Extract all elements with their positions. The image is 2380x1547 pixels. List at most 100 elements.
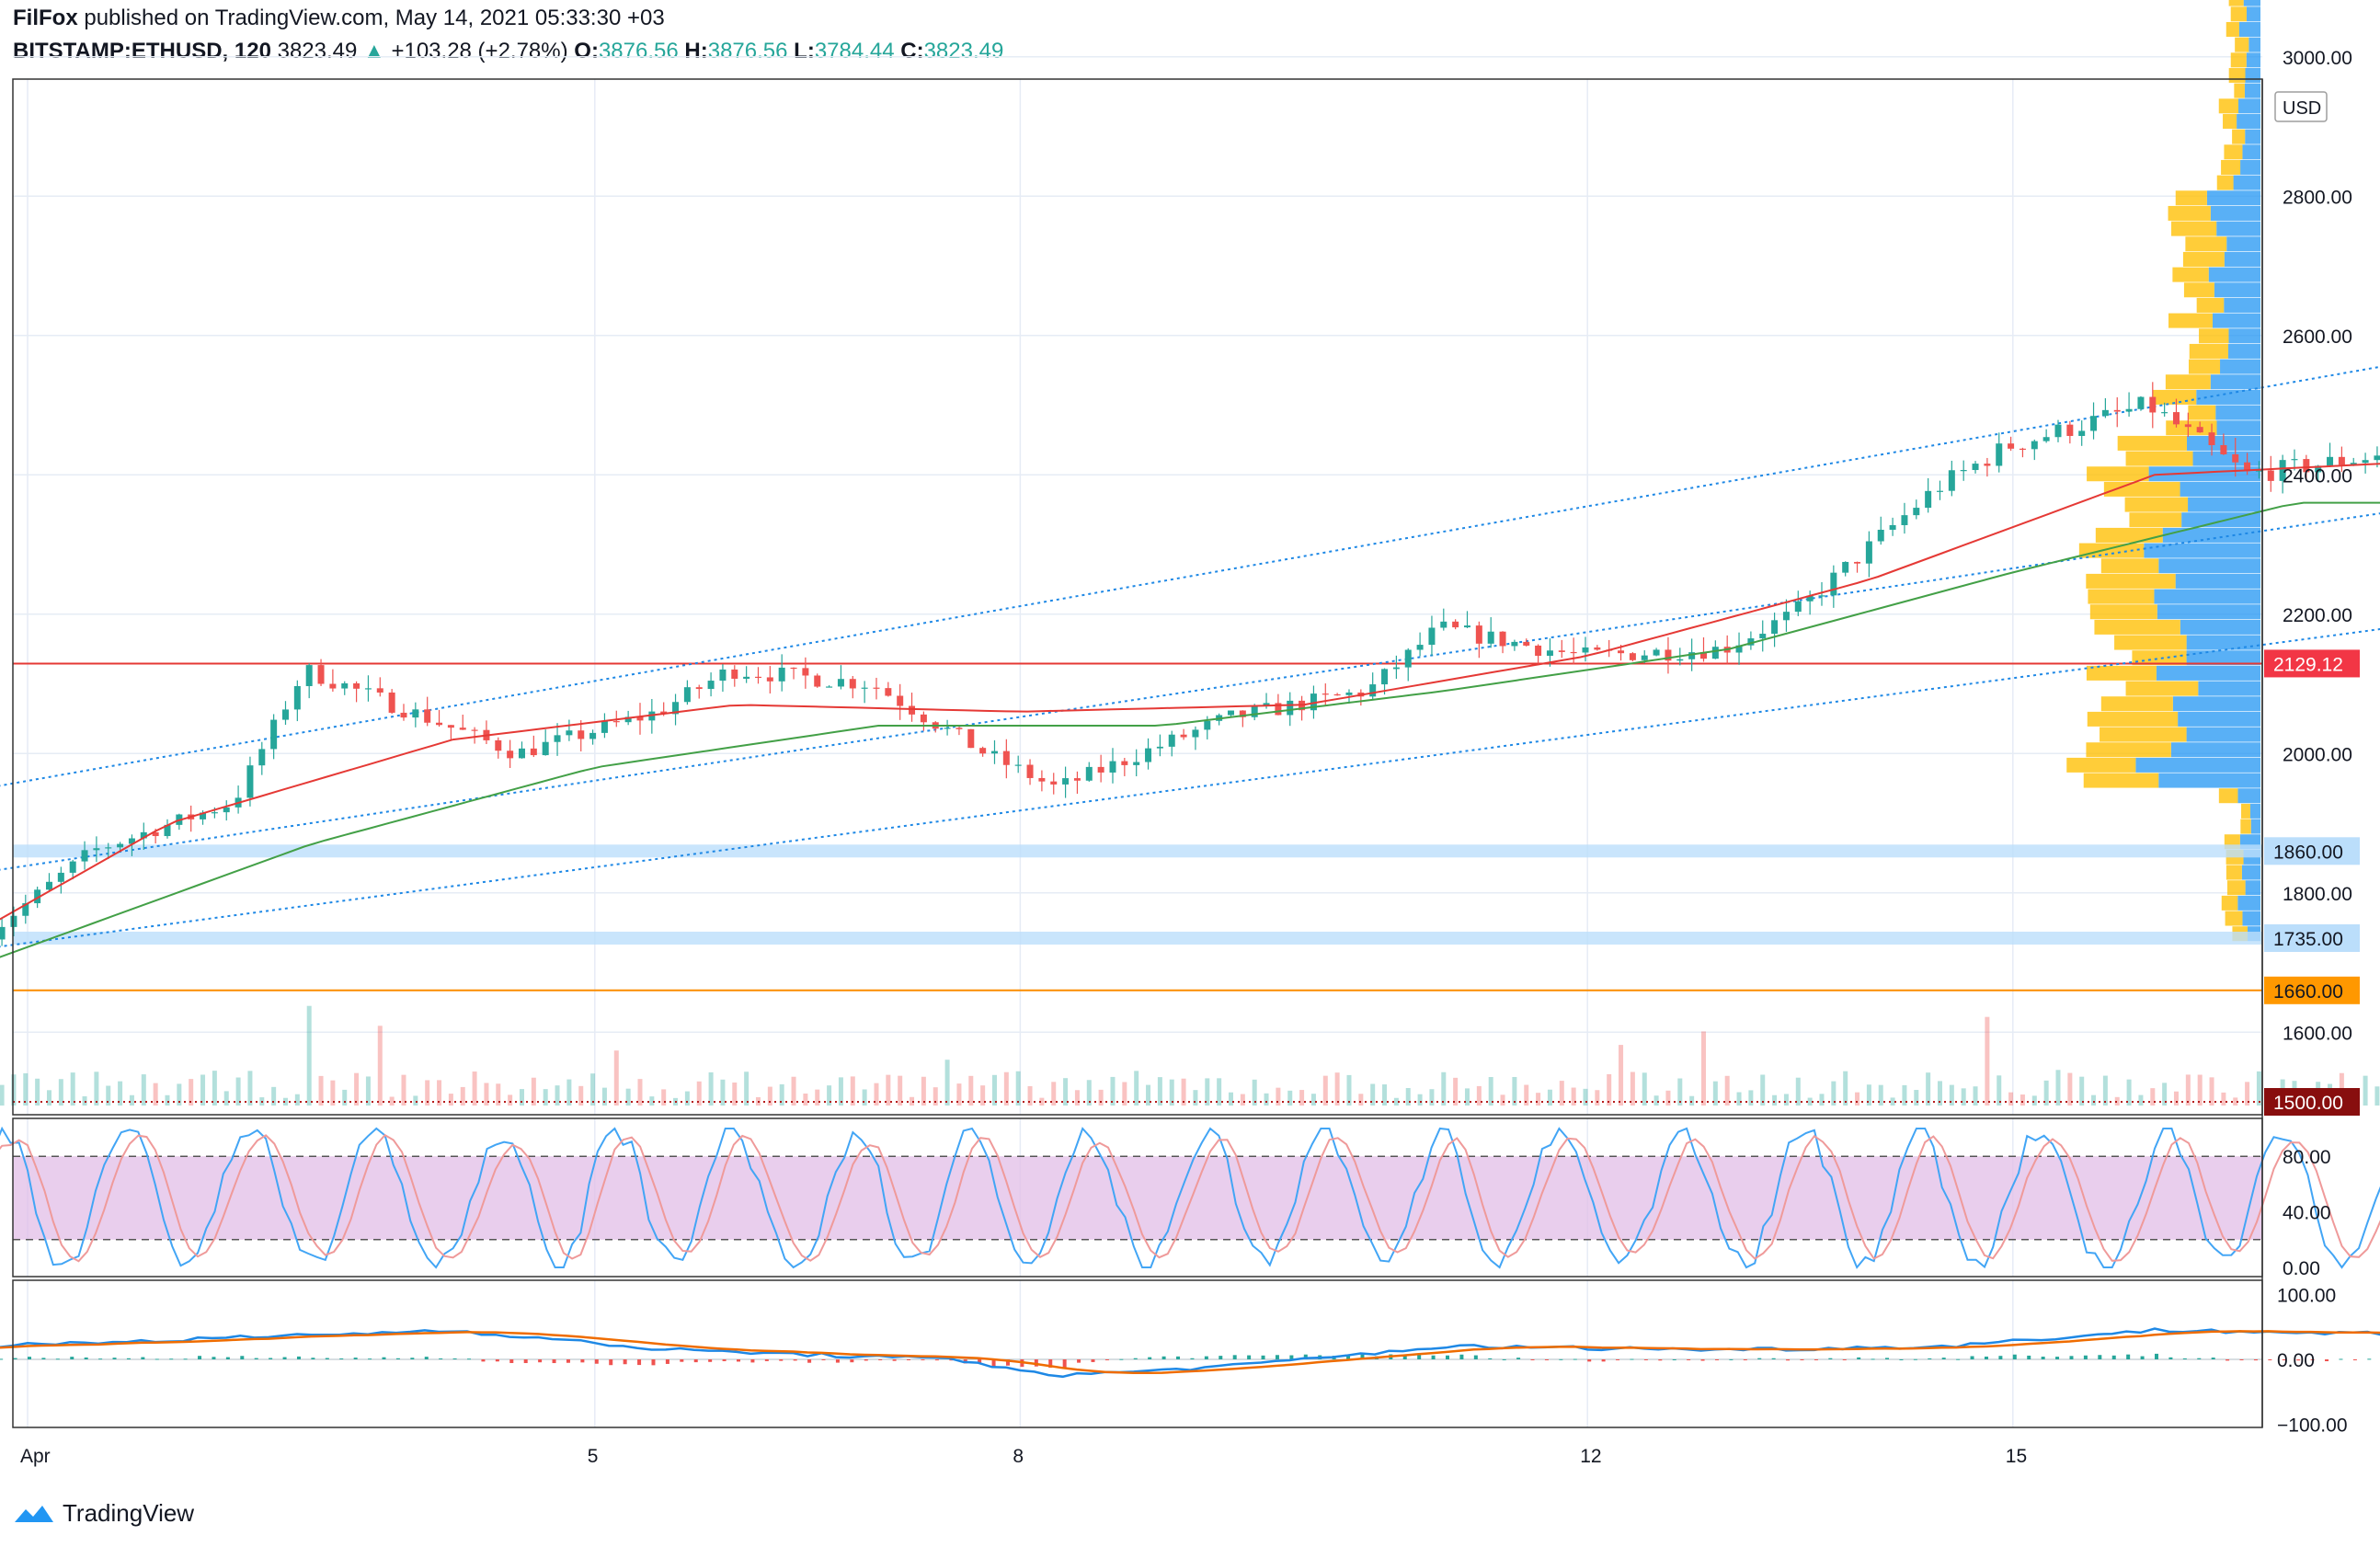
- rsi-tick-label: 80.00: [2283, 1147, 2331, 1168]
- candle-body: [672, 702, 680, 715]
- macd-histogram-bar: [1446, 1355, 1449, 1359]
- profile-bar-up: [2215, 405, 2260, 420]
- volume-bar: [1358, 1094, 1364, 1106]
- author-name[interactable]: FilFox: [13, 6, 78, 30]
- candle-body: [1570, 651, 1577, 654]
- macd-histogram-bar: [737, 1359, 740, 1362]
- volume-bar: [1299, 1090, 1305, 1106]
- volume-bar: [1417, 1094, 1423, 1106]
- volume-bar: [282, 1097, 288, 1106]
- macd-histogram-bar: [2282, 1359, 2286, 1360]
- candle-body: [612, 721, 620, 723]
- volume-bar: [413, 1095, 418, 1106]
- candle-body: [1582, 647, 1589, 653]
- volume-bar: [365, 1076, 371, 1106]
- tradingview-footer[interactable]: TradingView: [13, 1499, 194, 1528]
- candle-body: [281, 709, 289, 720]
- macd-histogram-bar: [835, 1359, 840, 1363]
- candle-body: [1109, 761, 1116, 773]
- macd-histogram-bar: [2253, 1359, 2258, 1361]
- macd-histogram-bar: [269, 1358, 273, 1359]
- volume-bar: [2091, 1094, 2097, 1106]
- time-axis[interactable]: Apr581215192226May47101317: [20, 1446, 2380, 1467]
- profile-bar-down: [2089, 604, 2157, 620]
- candle-body: [471, 729, 478, 731]
- profile-bar-up: [2238, 21, 2260, 37]
- candle-body: [2255, 470, 2262, 472]
- macd-histogram-bar: [1871, 1358, 1875, 1360]
- price-change: +103.28 (+2.78%): [391, 39, 568, 63]
- volume-bar: [1665, 1090, 1671, 1106]
- candle-body: [518, 748, 525, 759]
- candle-body: [2350, 463, 2357, 465]
- macd-histogram-bar: [2310, 1359, 2315, 1360]
- candle-body: [1381, 669, 1389, 685]
- macd-histogram-bar: [1119, 1358, 1124, 1360]
- volume-bar: [271, 1086, 277, 1106]
- volume-bar: [1276, 1087, 1281, 1106]
- macd-histogram-bar: [254, 1358, 258, 1359]
- candle-body: [424, 709, 431, 723]
- macd-histogram-bar: [2069, 1356, 2074, 1359]
- macd-histogram-bar: [2055, 1357, 2060, 1359]
- volume-bar: [1217, 1078, 1222, 1106]
- candle-body: [305, 665, 313, 686]
- candle-body: [1676, 659, 1684, 661]
- macd-histogram-bar: [2211, 1358, 2215, 1359]
- candle-body: [117, 843, 124, 848]
- profile-bar-down: [2182, 251, 2225, 267]
- profile-bar-down: [2117, 435, 2187, 451]
- volume-bar: [1157, 1077, 1162, 1106]
- candle-body: [885, 688, 892, 696]
- candle-body: [1996, 443, 2003, 466]
- volume-bar: [2043, 1080, 2049, 1106]
- symbol-name[interactable]: BITSTAMP:ETHUSD, 120: [13, 39, 271, 63]
- volume-bar: [401, 1074, 406, 1106]
- volume-bar: [2221, 1092, 2226, 1106]
- volume-bar: [2185, 1074, 2191, 1106]
- macd-histogram-bar: [1417, 1355, 1422, 1359]
- candle-body: [1180, 734, 1187, 738]
- macd-histogram-bar: [1587, 1359, 1592, 1362]
- volume-bar: [649, 1096, 655, 1106]
- price-tick-label: 2000.00: [2283, 744, 2352, 765]
- candle-body: [1641, 655, 1648, 660]
- volume-bar: [921, 1076, 926, 1106]
- profile-bar-up: [2212, 313, 2260, 328]
- macd-histogram-bar: [1473, 1355, 1478, 1359]
- profile-bar-down: [2132, 650, 2187, 666]
- candle-body: [743, 676, 750, 679]
- volume-bar: [2162, 1083, 2168, 1106]
- moving-average-line: [0, 501, 2380, 958]
- volume-bar: [1334, 1072, 1340, 1106]
- macd-histogram-bar: [1956, 1358, 1961, 1360]
- profile-bar-up: [2237, 788, 2260, 804]
- volume-bar: [2374, 1086, 2380, 1106]
- volume-bar: [1937, 1081, 1942, 1106]
- stoch-k-line: [0, 1126, 2380, 1269]
- macd-histogram-bar: [2352, 1359, 2357, 1360]
- profile-bar-up: [2172, 696, 2260, 712]
- macd-histogram-bar: [1402, 1355, 1407, 1359]
- volume-bar: [1003, 1071, 1009, 1106]
- candle-body: [1782, 612, 1790, 621]
- macd-histogram-bar: [1857, 1357, 1861, 1359]
- macd-histogram-bar: [353, 1358, 358, 1359]
- macd-histogram-bar: [84, 1357, 88, 1359]
- candle-body: [93, 848, 100, 851]
- price-tag-label: 2129.12: [2273, 654, 2343, 675]
- candle-body: [683, 687, 691, 703]
- profile-bar-up: [2237, 113, 2260, 129]
- volume-bar: [1405, 1088, 1411, 1106]
- tradingview-logo-icon: [15, 1505, 53, 1522]
- volume-bar: [1677, 1078, 1683, 1106]
- macd-histogram-bar: [382, 1357, 386, 1359]
- candle-body: [22, 903, 29, 916]
- volume-bar: [1512, 1076, 1517, 1106]
- profile-bar-down: [2086, 742, 2171, 758]
- volume-bar: [1146, 1084, 1151, 1106]
- profile-bar-down: [2225, 911, 2243, 926]
- price-axis[interactable]: 4400.004200.004000.003800.003600.003400.…: [2274, 0, 2352, 1437]
- candle-body: [1002, 751, 1010, 765]
